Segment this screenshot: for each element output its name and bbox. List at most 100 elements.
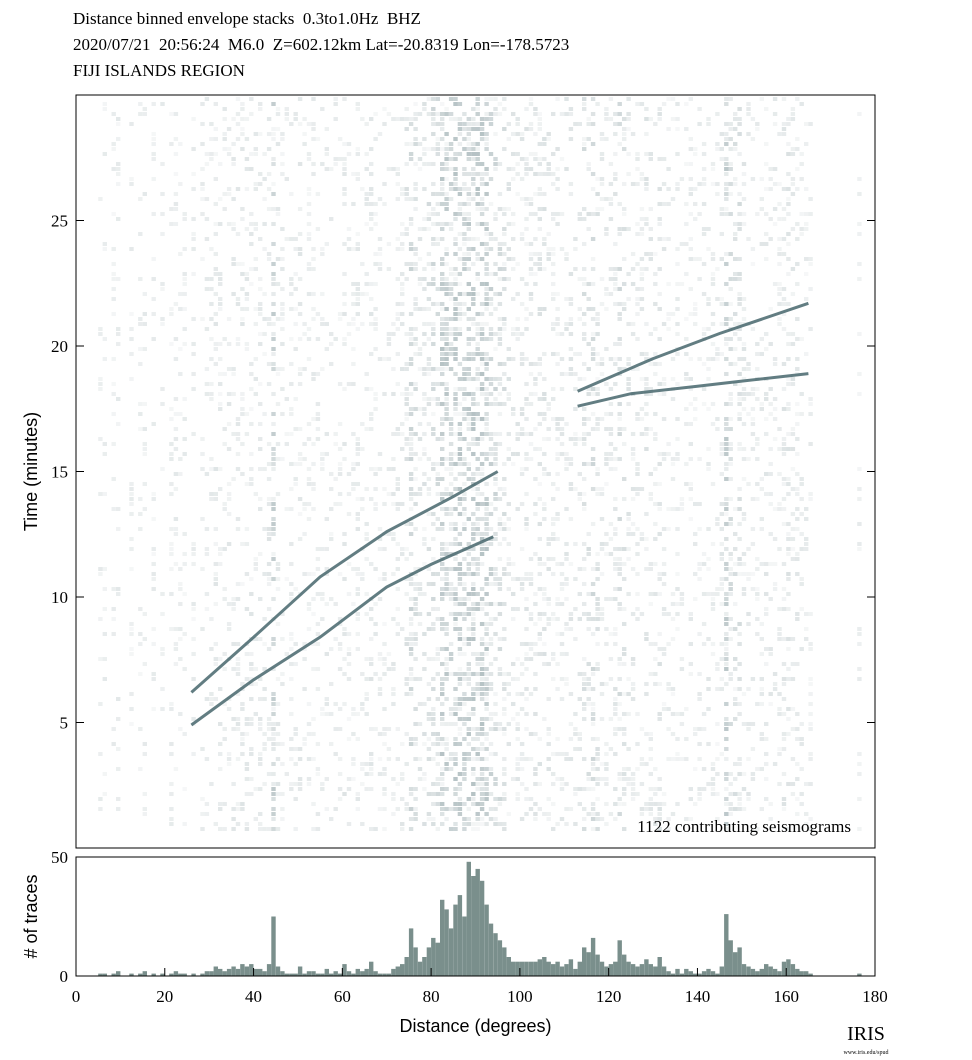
envelope-cell — [231, 142, 236, 146]
envelope-cell — [604, 112, 609, 116]
envelope-cell — [435, 237, 440, 241]
envelope-cell — [471, 487, 476, 491]
envelope-cell — [551, 482, 556, 486]
envelope-cell — [471, 607, 476, 611]
envelope-cell — [719, 212, 724, 216]
envelope-cell — [648, 252, 653, 256]
envelope-cell — [333, 337, 338, 341]
envelope-cell — [493, 797, 498, 801]
envelope-cell — [280, 682, 285, 686]
envelope-cell — [741, 517, 747, 521]
envelope-cell — [493, 822, 498, 826]
envelope-cell — [599, 612, 605, 616]
envelope-cell — [400, 822, 405, 826]
envelope-cell — [169, 307, 174, 311]
envelope-cell — [280, 162, 285, 166]
envelope-cell — [630, 497, 636, 501]
envelope-cell — [431, 147, 436, 151]
envelope-cell — [191, 352, 196, 356]
envelope-cell — [266, 737, 272, 741]
envelope-cell — [582, 322, 587, 326]
envelope-cell — [701, 202, 707, 206]
envelope-cell — [546, 757, 551, 761]
envelope-cell — [178, 602, 183, 606]
envelope-cell — [630, 432, 636, 436]
envelope-cell — [506, 122, 511, 126]
envelope-cell — [613, 242, 618, 246]
envelope-cell — [271, 497, 276, 501]
envelope-cell — [213, 467, 218, 471]
envelope-cell — [728, 672, 733, 676]
envelope-cell — [466, 592, 471, 596]
envelope-cell — [386, 167, 392, 171]
envelope-cell — [542, 472, 547, 476]
envelope-cell — [546, 602, 551, 606]
envelope-cell — [408, 497, 414, 501]
envelope-cell — [528, 557, 534, 561]
envelope-cell — [622, 127, 627, 131]
envelope-cell — [537, 252, 542, 256]
envelope-cell — [293, 762, 298, 766]
envelope-cell — [440, 417, 445, 421]
envelope-cell — [426, 547, 432, 551]
envelope-cell — [657, 392, 662, 396]
envelope-cell — [191, 652, 196, 656]
envelope-cell — [289, 307, 294, 311]
envelope-cell — [169, 542, 174, 546]
envelope-cell — [746, 392, 751, 396]
envelope-cell — [408, 222, 414, 226]
envelope-cell — [622, 607, 627, 611]
envelope-cell — [622, 207, 627, 211]
envelope-cell — [404, 227, 409, 231]
envelope-cell — [737, 117, 742, 121]
envelope-cell — [129, 567, 134, 571]
envelope-cell — [582, 787, 587, 791]
envelope-cell — [422, 187, 427, 191]
envelope-cell — [644, 382, 649, 386]
envelope-cell — [528, 212, 534, 216]
envelope-cell — [435, 697, 440, 701]
envelope-cell — [258, 382, 263, 386]
envelope-cell — [333, 442, 338, 446]
envelope-cell — [280, 227, 285, 231]
envelope-cell — [750, 422, 756, 426]
envelope-cell — [311, 487, 316, 491]
envelope-cell — [262, 352, 267, 356]
envelope-cell — [435, 212, 440, 216]
envelope-cell — [222, 442, 227, 446]
envelope-cell — [657, 577, 662, 581]
envelope-cell — [271, 337, 276, 341]
envelope-cell — [537, 447, 542, 451]
envelope-cell — [457, 447, 463, 451]
envelope-cell — [404, 417, 409, 421]
envelope-cell — [546, 812, 551, 816]
envelope-cell — [453, 172, 458, 176]
envelope-cell — [519, 237, 525, 241]
envelope-cell — [688, 312, 693, 316]
envelope-cell — [604, 802, 609, 806]
envelope-cell — [608, 657, 614, 661]
envelope-cell — [537, 522, 542, 526]
envelope-cell — [289, 292, 294, 296]
envelope-cell — [497, 822, 503, 826]
envelope-cell — [573, 822, 578, 826]
envelope-cell — [555, 332, 560, 336]
envelope-cell — [426, 657, 432, 661]
envelope-cell — [630, 777, 636, 781]
envelope-cell — [462, 147, 467, 151]
envelope-cell — [373, 262, 378, 266]
envelope-cell — [706, 377, 711, 381]
envelope-cell — [355, 632, 360, 636]
envelope-cell — [626, 297, 631, 301]
envelope-cell — [271, 457, 276, 461]
envelope-cell — [533, 592, 538, 596]
envelope-cell — [315, 547, 321, 551]
envelope-cell — [462, 827, 467, 831]
envelope-cell — [466, 172, 471, 176]
envelope-cell — [364, 387, 369, 391]
envelope-cell — [475, 257, 480, 261]
envelope-cell — [231, 262, 236, 266]
envelope-cell — [271, 532, 276, 536]
envelope-cell — [400, 117, 405, 121]
envelope-cell — [462, 397, 467, 401]
